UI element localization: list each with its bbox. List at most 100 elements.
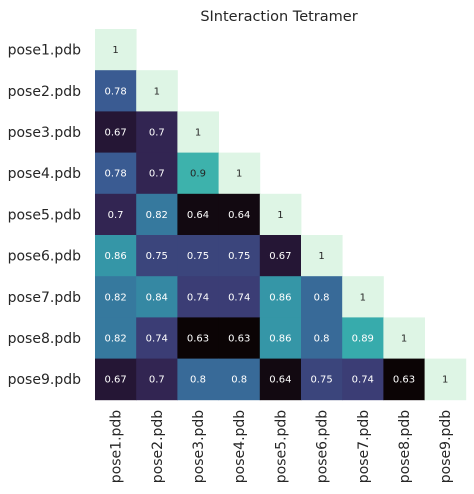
cell-value-label: 0.74 [187,292,209,303]
heatmap-cell [177,152,219,195]
cell-value-label: 0.7 [108,210,124,221]
cell-value-label: 0.78 [104,169,126,180]
cell-value-label: 0.86 [104,251,126,262]
heatmap-cell [177,276,219,318]
cell-value-label: 1 [195,128,201,139]
cell-value-label: 0.7 [149,128,165,139]
heatmap-cell [95,235,137,277]
cell-value-label: 0.7 [149,375,165,386]
heatmap-cell [218,317,261,359]
cell-value-label: 0.67 [269,251,291,262]
heatmap-cell [301,358,343,401]
heatmap-cell [218,152,261,195]
cell-value-label: 0.8 [314,334,330,345]
cell-value-label: 0.75 [228,251,250,262]
cell-value-label: 0.63 [393,375,415,386]
chart-title: SInteraction Tetramer [200,9,357,25]
col-labels: pose1.pdb pose2.pdb pose3.pdb pose4.pdb pose… [109,410,455,483]
row-tick-label: pose1.pdb [8,43,81,59]
cell-value-label: 0.86 [269,292,291,303]
heatmap-cell [259,193,302,236]
heatmap-cell [259,317,302,359]
cell-value-label: 0.82 [146,210,168,221]
cell-value-label: 0.74 [146,334,168,345]
cell-value-label: 1 [236,169,242,180]
row-tick-label: pose8.pdb [8,331,81,347]
row-tick-label: pose6.pdb [8,249,81,265]
cell-value-label: 0.75 [146,251,168,262]
heatmap-cell [95,152,137,195]
heatmap-cell [95,193,137,236]
col-tick-label: pose1.pdb [109,410,125,483]
heatmap-cell [177,358,219,401]
heatmap-cell [218,276,261,318]
cell-value-label: 1 [360,292,366,303]
col-tick-label: pose2.pdb [150,410,166,483]
heatmap-cell [95,111,137,153]
cell-value-label: 0.64 [228,210,250,221]
heatmap-cell [136,235,178,277]
heatmap-cell [383,358,425,401]
heatmap-cell [259,235,302,277]
col-tick-label: pose9.pdb [438,410,454,483]
cell-value-label: 0.8 [190,375,206,386]
col-tick-label: pose4.pdb [232,410,248,483]
row-tick-label: pose4.pdb [8,166,81,182]
cell-value-label: 1 [112,45,118,56]
cell-value-label: 0.67 [104,128,126,139]
heatmap-cell [301,276,343,318]
cell-value-label: 0.74 [228,292,250,303]
cell-value-label: 0.67 [104,375,126,386]
cell-value-label: 1 [154,86,160,97]
heatmap-cell [95,276,137,318]
cell-value-label: 1 [318,251,324,262]
heatmap-cell [136,358,178,401]
heatmap-cell [342,317,384,359]
heatmap-cell [177,111,219,153]
heatmap-cell [259,276,302,318]
heatmap-cell [424,358,467,401]
heatmap-cell [136,70,178,112]
row-tick-label: pose7.pdb [8,290,81,306]
cell-value-label: 0.9 [190,169,206,180]
heatmap-cell [342,276,384,318]
row-tick-label: pose5.pdb [8,207,81,223]
row-tick-label: pose3.pdb [8,125,81,141]
heatmap-cell [136,193,178,236]
heatmap-cell [95,29,137,71]
col-tick-label: pose8.pdb [397,410,413,483]
heatmap-cells: 1 0.78 1 0.67 0.7 1 0.78 0.7 0.9 1 0.7 0.82 0.64 0.64… [95,29,467,401]
heatmap-cell [136,276,178,318]
cell-value-label: 0.82 [104,292,126,303]
cell-value-label: 0.75 [310,375,332,386]
heatmap-cell [95,358,137,401]
cell-value-label: 0.84 [146,292,168,303]
cell-value-label: 0.86 [269,334,291,345]
heatmap-cell [136,111,178,153]
row-tick-label: pose9.pdb [8,372,81,388]
cell-value-label: 1 [442,375,448,386]
cell-value-label: 0.64 [269,375,291,386]
row-labels: pose1.pdb pose2.pdb pose3.pdb pose4.pdb pose… [8,43,81,389]
heatmap-cell [95,317,137,359]
col-tick-label: pose7.pdb [356,410,372,483]
row-tick-label: pose2.pdb [8,84,81,100]
heatmap-cell [383,317,425,359]
col-tick-label: pose5.pdb [273,410,289,483]
cell-value-label: 0.82 [104,334,126,345]
heatmap-cell [177,235,219,277]
heatmap-cell [136,317,178,359]
cell-value-label: 1 [401,334,407,345]
heatmap-cell [218,193,261,236]
heatmap-cell [259,358,302,401]
heatmap-cell [136,152,178,195]
col-tick-label: pose3.pdb [191,410,207,483]
heatmap-cell [177,193,219,236]
cell-value-label: 0.63 [187,334,209,345]
col-tick-label: pose6.pdb [315,410,331,483]
heatmap-cell [218,358,261,401]
heatmap-cell [301,235,343,277]
cell-value-label: 0.63 [228,334,250,345]
cell-value-label: 0.8 [231,375,247,386]
